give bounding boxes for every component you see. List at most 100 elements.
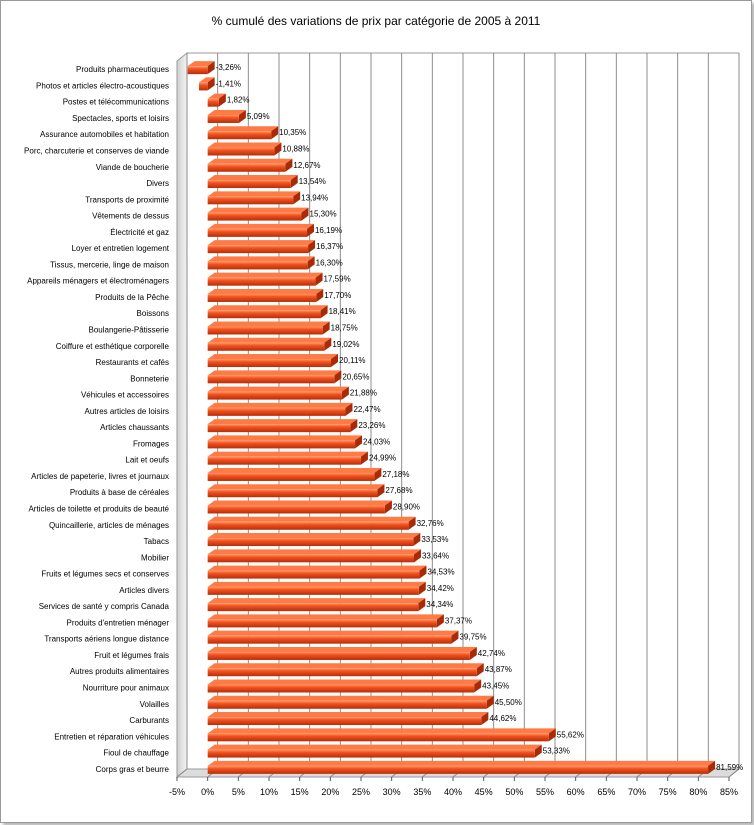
bar-top bbox=[207, 337, 332, 343]
data-label: 20,65% bbox=[342, 372, 369, 381]
plot-area: -5% 0% 5% 10% 15% 20% 25% 30% 35% 40% 45% 50% 55% 60%… bbox=[24, 51, 743, 797]
bar-end bbox=[290, 175, 298, 189]
bar-top bbox=[207, 451, 368, 457]
bar-top bbox=[207, 207, 309, 213]
category-label: Entretien et réparation véhicules bbox=[54, 732, 169, 741]
category-label: Tabacs bbox=[144, 537, 169, 546]
bar bbox=[207, 472, 375, 481]
data-label: 81,59% bbox=[716, 763, 743, 772]
bar bbox=[207, 635, 452, 644]
x-tick-label: 35% bbox=[413, 787, 431, 797]
bar-end bbox=[316, 288, 324, 302]
category-label: Boulangerie-Pâtisserie bbox=[89, 326, 170, 335]
bar bbox=[207, 440, 356, 449]
category-label: Fruits et légumes secs et conserves bbox=[41, 570, 169, 579]
category-label: Viande de boucherie bbox=[96, 163, 170, 172]
bar-top bbox=[207, 354, 339, 360]
category-label: Mobilier bbox=[141, 553, 169, 562]
bar bbox=[207, 407, 346, 416]
bar-end bbox=[377, 484, 385, 498]
data-label: -3,26% bbox=[216, 63, 241, 72]
bar-top bbox=[207, 402, 353, 408]
bar-top bbox=[207, 679, 482, 685]
bar-end bbox=[486, 695, 494, 709]
data-label: 44,62% bbox=[489, 714, 516, 723]
bar bbox=[207, 603, 419, 612]
bar-end bbox=[548, 728, 556, 742]
bar bbox=[207, 749, 535, 758]
bar bbox=[207, 586, 419, 595]
data-label: 43,87% bbox=[485, 665, 512, 674]
bar-end bbox=[238, 109, 246, 123]
bar bbox=[207, 114, 239, 123]
bar bbox=[207, 131, 272, 140]
bar bbox=[207, 375, 335, 384]
bar bbox=[207, 245, 309, 254]
bar-end bbox=[534, 744, 542, 758]
x-tick-label: 45% bbox=[475, 787, 493, 797]
bar-top bbox=[207, 288, 324, 294]
data-label: 19,02% bbox=[332, 340, 359, 349]
category-label: Postes et télécommunications bbox=[63, 98, 169, 107]
bar-top bbox=[207, 744, 542, 750]
category-label: Vêtements de dessus bbox=[92, 212, 169, 221]
data-label: 22,47% bbox=[353, 405, 380, 414]
category-label: Autres produits alimentaires bbox=[70, 667, 169, 676]
bar-top bbox=[207, 728, 556, 734]
x-tick-label: 85% bbox=[720, 787, 738, 797]
bar-end bbox=[293, 191, 301, 205]
bar-end bbox=[334, 370, 342, 384]
category-label: Coiffure et esthétique corporelle bbox=[56, 342, 170, 351]
category-label: Nourriture pour animaux bbox=[83, 684, 169, 693]
bar bbox=[207, 326, 323, 335]
bar-top bbox=[207, 630, 459, 636]
data-label: 5,09% bbox=[247, 112, 270, 121]
category-label: Produits d'entretien ménager bbox=[67, 618, 170, 627]
category-label: Fioul de chauffage bbox=[103, 749, 169, 758]
bar bbox=[207, 619, 437, 628]
bar-end bbox=[474, 679, 482, 693]
bar-top bbox=[207, 386, 349, 392]
data-label: 1,82% bbox=[227, 96, 250, 105]
floor-gridline bbox=[728, 768, 740, 778]
data-label: 32,76% bbox=[417, 519, 444, 528]
data-label: 10,35% bbox=[279, 128, 306, 137]
x-tick-label: -5% bbox=[169, 787, 185, 797]
category-label: Appareils ménagers et électroménagers bbox=[27, 277, 169, 286]
bar-top bbox=[207, 646, 477, 652]
data-label: 39,75% bbox=[459, 633, 486, 642]
bar bbox=[207, 733, 549, 742]
data-label: 53,33% bbox=[543, 747, 570, 756]
bar-end bbox=[207, 61, 215, 75]
bar-end bbox=[345, 402, 353, 416]
bar-end bbox=[341, 386, 349, 400]
data-label: 34,34% bbox=[426, 600, 453, 609]
data-label: 20,11% bbox=[339, 356, 366, 365]
bar-top bbox=[207, 419, 358, 425]
category-label: Loyer et entretien logement bbox=[72, 244, 170, 253]
bar-end bbox=[418, 598, 426, 612]
data-label: 23,26% bbox=[358, 421, 385, 430]
category-label: Transports de proximité bbox=[85, 195, 169, 204]
bar bbox=[207, 310, 321, 319]
bar-top bbox=[207, 695, 494, 701]
bar-end bbox=[285, 158, 293, 172]
category-label: Articles chaussants bbox=[100, 423, 169, 432]
bar bbox=[207, 684, 475, 693]
category-label: Assurance automobiles et habitation bbox=[40, 130, 169, 139]
bar-top bbox=[207, 272, 323, 278]
category-label: Photos et articles électro-acoustiques bbox=[36, 81, 169, 90]
bar-top bbox=[207, 598, 426, 604]
bar-top bbox=[207, 533, 421, 539]
bar-end bbox=[350, 419, 358, 433]
data-label: 27,68% bbox=[385, 486, 412, 495]
bar bbox=[207, 765, 709, 774]
category-label: Services de santé y compris Canada bbox=[39, 602, 170, 611]
x-tick-label: 65% bbox=[597, 787, 615, 797]
bar-top bbox=[207, 549, 421, 555]
category-label: Produits à base de céréales bbox=[70, 488, 169, 497]
bar-top bbox=[207, 305, 328, 311]
bar-top bbox=[207, 500, 392, 506]
